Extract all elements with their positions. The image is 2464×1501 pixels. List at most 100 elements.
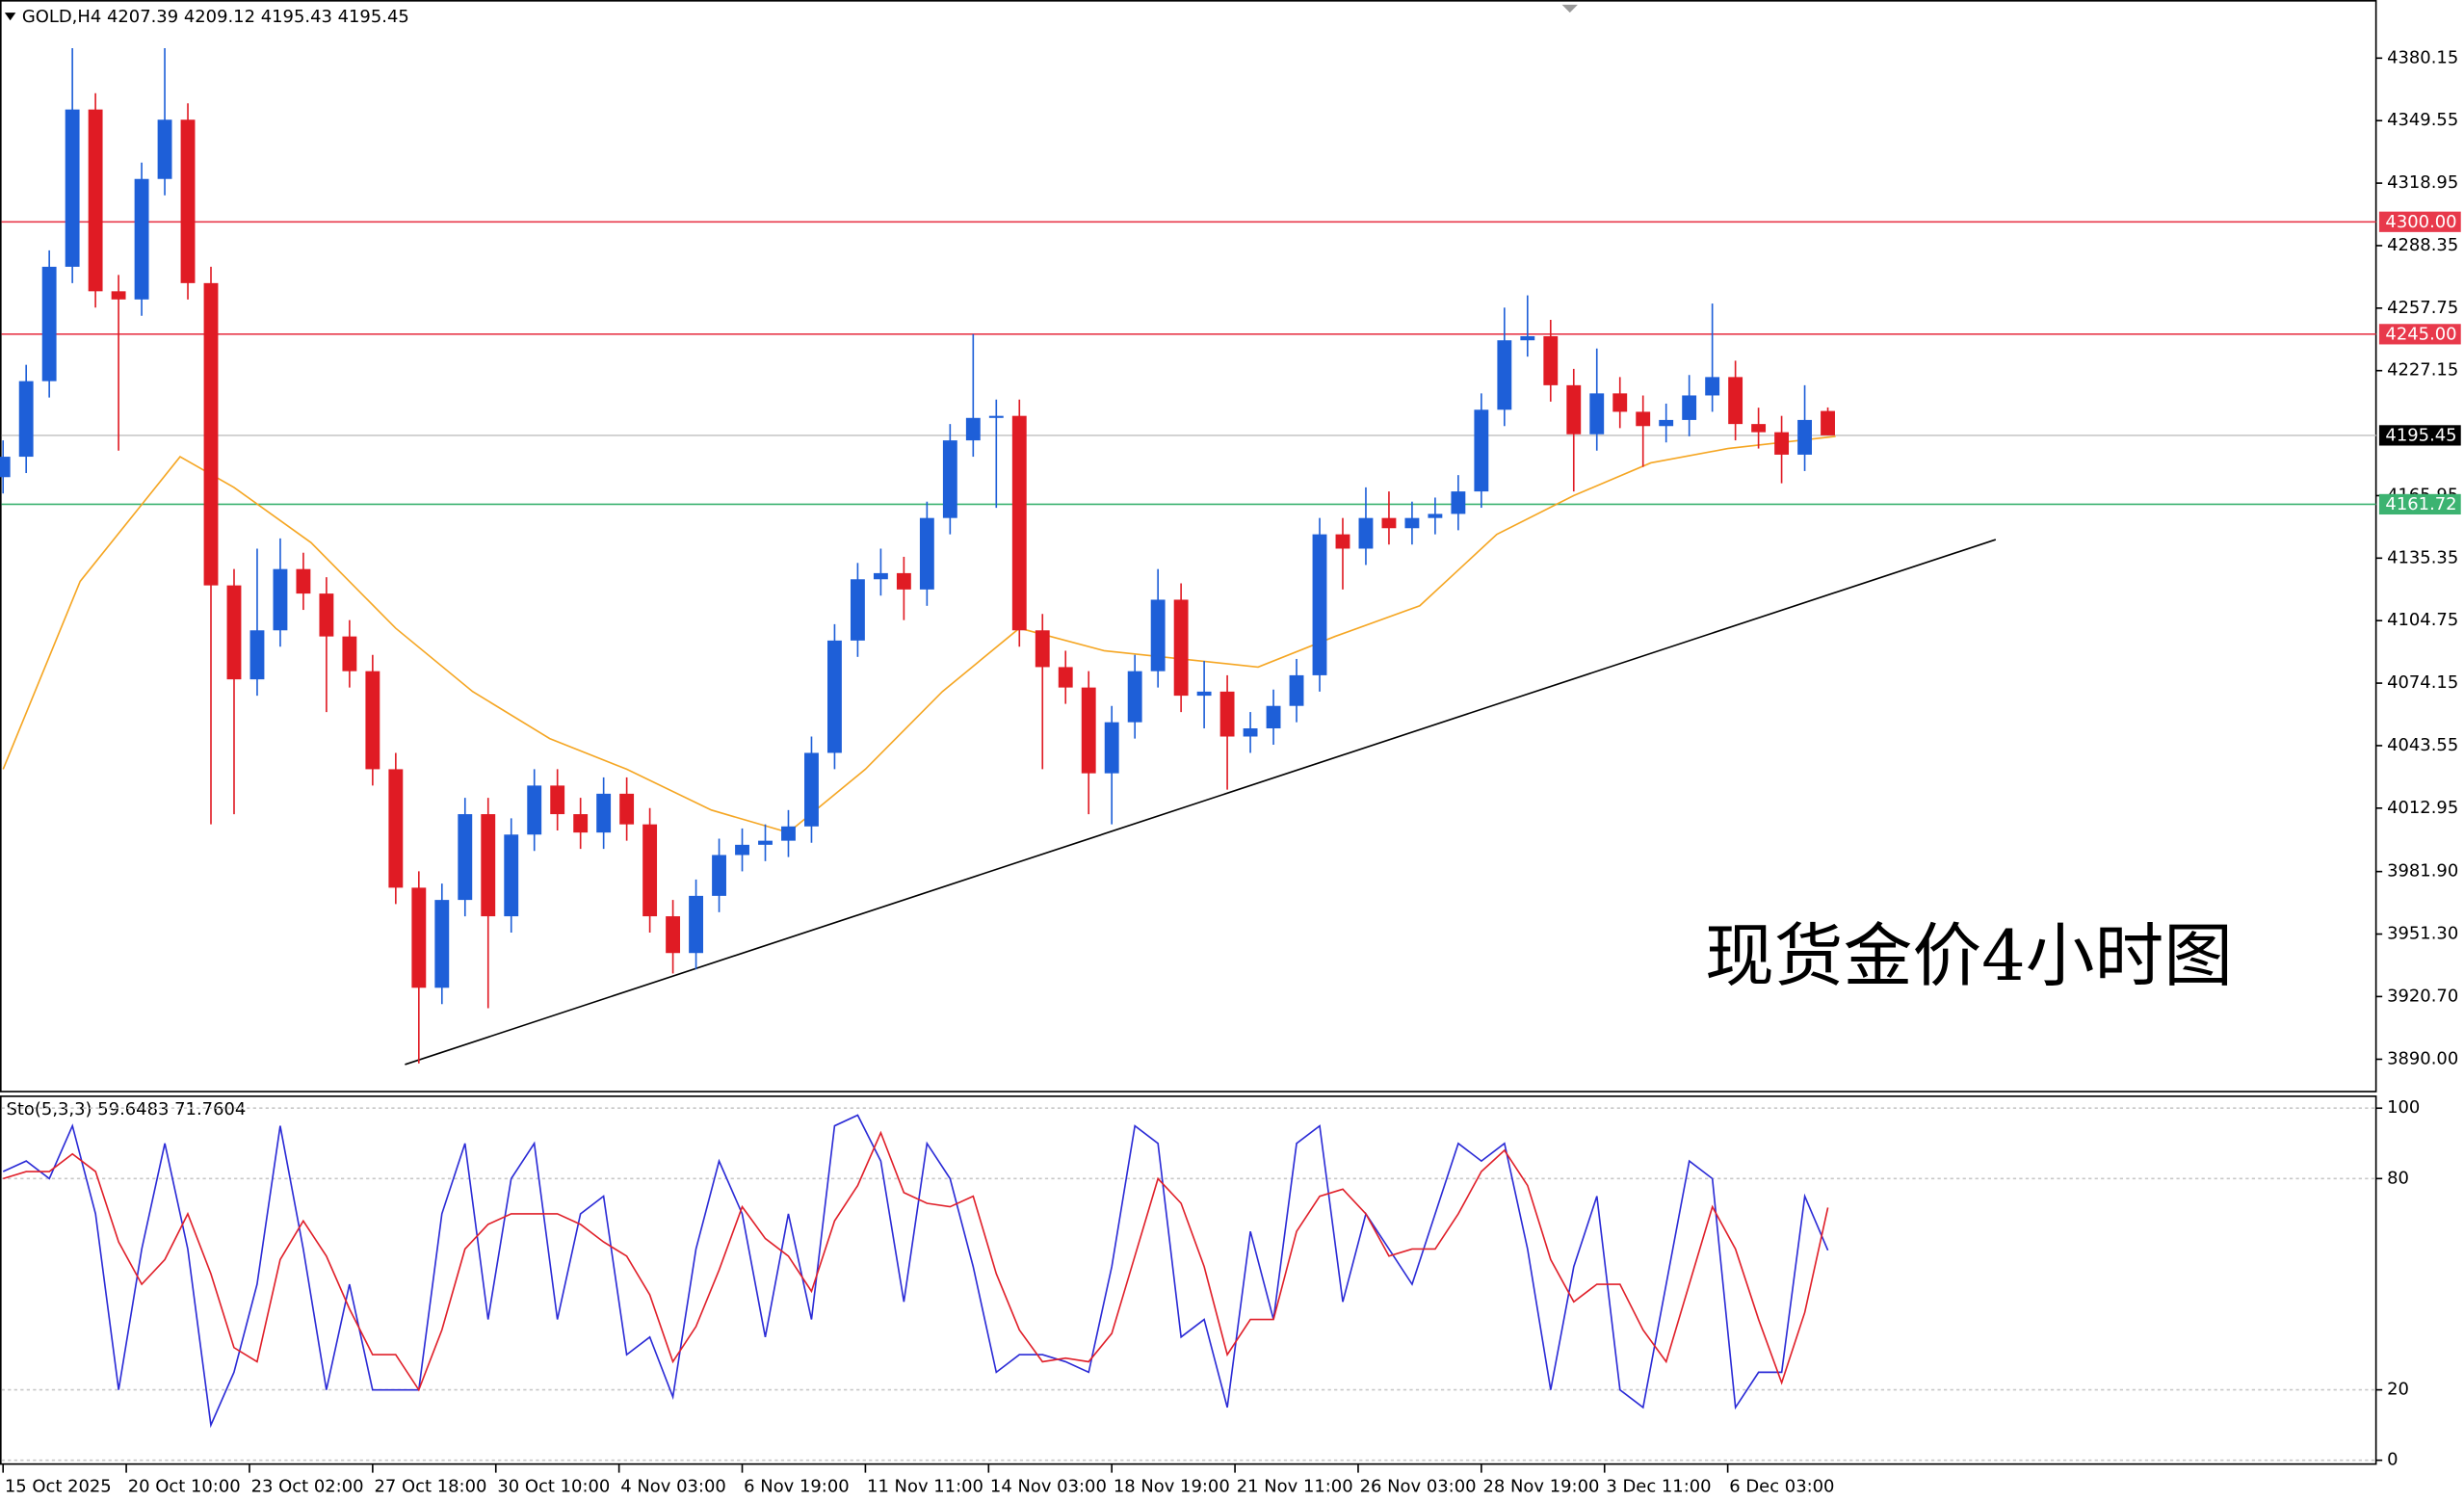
candle-body xyxy=(65,109,80,267)
candle-body xyxy=(180,119,196,283)
candle-body xyxy=(365,671,380,770)
candle-body xyxy=(296,568,311,594)
candle-body xyxy=(781,826,796,841)
candle-body xyxy=(434,900,450,988)
chart-title: GOLD,H4 4207.39 4209.12 4195.43 4195.45 xyxy=(22,7,409,27)
candle-body xyxy=(619,793,635,825)
candle-body xyxy=(342,636,357,672)
level-label: 4300.00 xyxy=(2385,212,2456,232)
candle-body xyxy=(965,417,981,441)
candle-body xyxy=(896,572,911,590)
candle-body xyxy=(1196,691,1212,697)
y-tick-label: 4104.75 xyxy=(2387,610,2458,630)
y-tick-label: 3920.70 xyxy=(2387,986,2458,1006)
y-tick-label: 4043.55 xyxy=(2387,735,2458,755)
candle-body xyxy=(41,266,57,382)
candle-body xyxy=(1589,393,1605,434)
y-tick-label: 100 xyxy=(2387,1097,2420,1118)
indicator-line xyxy=(3,1130,1829,1392)
candle-body xyxy=(1821,410,1835,435)
candle-body xyxy=(1335,534,1350,549)
level-label-box xyxy=(2378,493,2461,515)
candle-body xyxy=(134,178,149,300)
candle-body xyxy=(527,785,542,835)
x-tick-label: 23 Oct 02:00 xyxy=(251,1476,364,1496)
y-tick-label: 4135.35 xyxy=(2387,547,2458,567)
candle-body xyxy=(873,572,888,580)
candle-body xyxy=(712,855,726,896)
symbol-arrow xyxy=(4,13,16,21)
indicator-line xyxy=(2,1114,1829,1429)
candle-body xyxy=(1474,409,1489,492)
candle-body xyxy=(1566,384,1582,434)
candle-body xyxy=(1543,335,1559,385)
y-tick-label: 0 xyxy=(2387,1450,2398,1470)
y-tick-label: 4257.75 xyxy=(2387,298,2458,318)
candle-body xyxy=(111,291,126,300)
x-tick-label: 4 Nov 03:00 xyxy=(620,1476,726,1496)
y-tick-label: 3890.00 xyxy=(2387,1048,2458,1068)
candle-body xyxy=(1774,432,1790,455)
candle-body xyxy=(596,793,612,833)
x-tick-label: 14 Nov 03:00 xyxy=(990,1476,1107,1496)
x-tick-label: 30 Oct 10:00 xyxy=(497,1476,610,1496)
y-tick-label: 4288.35 xyxy=(2387,235,2458,255)
candle-body xyxy=(0,457,11,478)
candle-body xyxy=(1381,517,1397,529)
candle-body xyxy=(1219,691,1235,737)
shift-marker xyxy=(1561,4,1578,13)
candle-body xyxy=(1636,411,1651,427)
y-tick-label: 4012.95 xyxy=(2387,798,2458,818)
x-tick-label: 28 Nov 19:00 xyxy=(1482,1476,1599,1496)
candle-body xyxy=(1659,419,1674,427)
candle-body xyxy=(88,109,103,292)
candle-body xyxy=(1428,514,1443,518)
y-tick-label: 4318.95 xyxy=(2387,172,2458,193)
x-tick-label: 26 Nov 03:00 xyxy=(1360,1476,1477,1496)
candle-body xyxy=(1751,424,1767,433)
candle-body xyxy=(1497,340,1512,410)
annotation: 现货金价4小时图 xyxy=(1705,915,2233,996)
x-tick-label: 3 Dec 11:00 xyxy=(1606,1476,1711,1496)
candle-body xyxy=(735,844,749,856)
candle-body xyxy=(319,593,334,637)
candle-body xyxy=(689,895,704,954)
level-label-box xyxy=(2378,211,2461,232)
candle-body xyxy=(1520,335,1535,341)
stochastic-pane xyxy=(0,1095,2377,1465)
candle-body xyxy=(504,834,519,917)
candle-body xyxy=(827,640,842,753)
y-tick-label: 4227.15 xyxy=(2387,360,2458,381)
moving-average xyxy=(2,435,1836,834)
candle-body xyxy=(226,585,242,680)
y-tick-label: 4380.15 xyxy=(2387,47,2458,67)
candle-body xyxy=(1173,599,1189,697)
candle-body xyxy=(1612,393,1628,412)
candle-body xyxy=(1797,419,1812,455)
candle-body xyxy=(1705,377,1720,396)
candle-body xyxy=(1451,491,1466,514)
candle-body xyxy=(273,568,288,631)
candle-body xyxy=(1104,722,1119,774)
x-tick-label: 15 Oct 2025 xyxy=(5,1476,112,1496)
candle-body xyxy=(1266,705,1281,729)
candle-body xyxy=(1127,671,1142,723)
candle-body xyxy=(18,381,34,458)
candle-body xyxy=(481,814,496,917)
level-label-box xyxy=(2378,324,2461,345)
candle-body xyxy=(1728,377,1743,425)
candle-body xyxy=(1035,630,1050,668)
candle-body xyxy=(1150,599,1166,672)
candle-body xyxy=(666,916,681,954)
trendline xyxy=(405,539,1997,1066)
level-label: 4161.72 xyxy=(2385,494,2456,514)
candle-body xyxy=(1289,674,1304,706)
candle-body xyxy=(1358,517,1374,549)
level-label: 4195.45 xyxy=(2385,426,2456,446)
candle-body xyxy=(458,814,473,901)
candle-body xyxy=(1682,395,1697,420)
candle-body xyxy=(1058,667,1073,688)
x-tick-label: 27 Oct 18:00 xyxy=(374,1476,486,1496)
main-pane xyxy=(0,0,2377,1093)
